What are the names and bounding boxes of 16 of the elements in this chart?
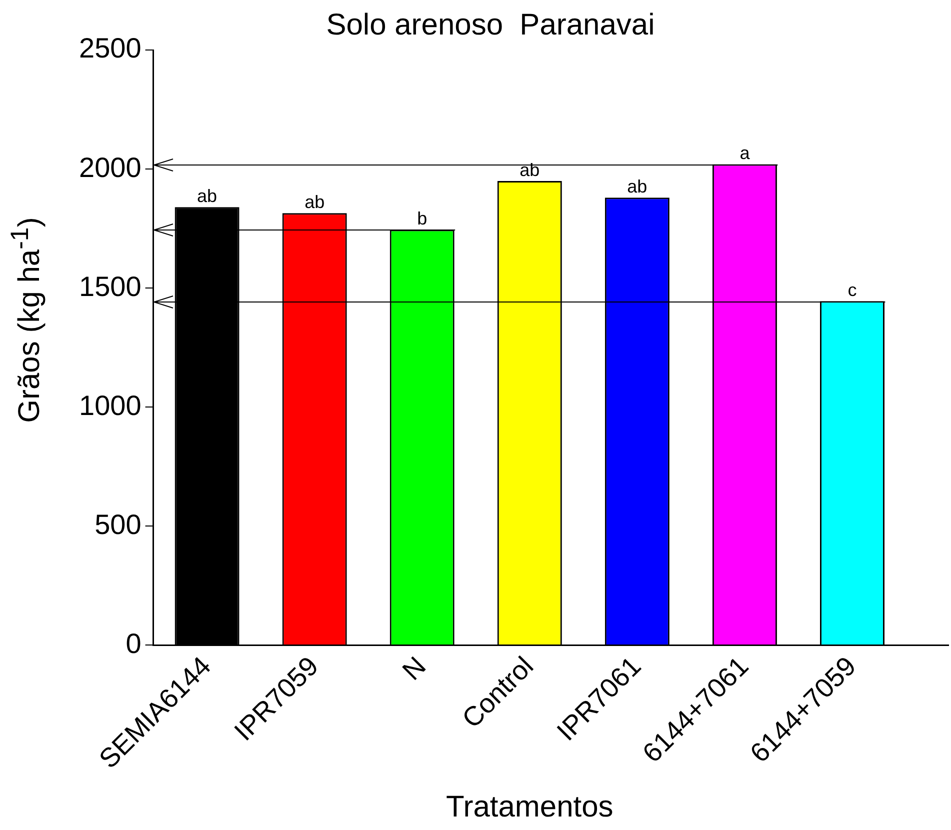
chart-title: Solo arenoso Paranavai bbox=[326, 8, 655, 42]
y-tick-label: 2500 bbox=[78, 32, 142, 64]
y-tick-label: 1000 bbox=[78, 390, 142, 421]
data-label: ab bbox=[197, 186, 218, 206]
x-tick-label: N bbox=[396, 650, 432, 686]
y-tick-label: 0 bbox=[126, 628, 142, 659]
x-axis-title: Tratamentos bbox=[446, 790, 614, 824]
data-label: b bbox=[417, 208, 428, 229]
y-tick-label: 1500 bbox=[78, 270, 142, 302]
data-label: c bbox=[848, 280, 857, 300]
y-tick-label: 500 bbox=[94, 508, 142, 540]
y-tick-label: 2000 bbox=[78, 152, 142, 183]
data-label: ab bbox=[627, 176, 648, 197]
data-label: a bbox=[740, 143, 751, 164]
data-label: ab bbox=[520, 160, 540, 180]
data-label: ab bbox=[304, 192, 325, 212]
